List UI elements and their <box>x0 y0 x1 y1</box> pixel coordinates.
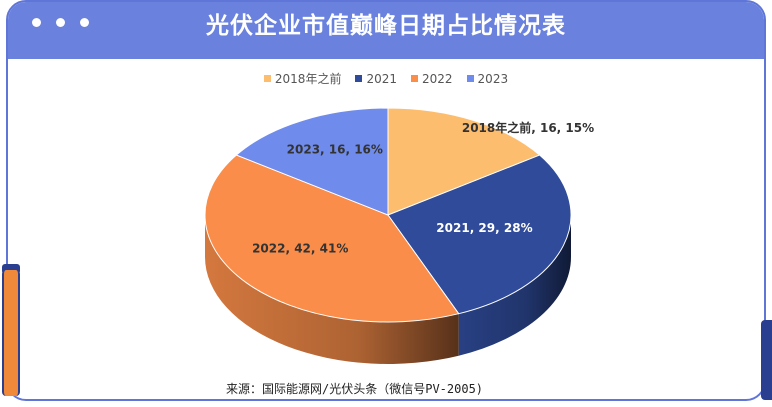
pie-slice-0 <box>387 107 541 216</box>
legend-swatch <box>355 75 363 82</box>
side-tab <box>761 320 772 400</box>
header-bar: 光伏企业市值巅峰日期占比情况表 <box>8 2 764 59</box>
header-dot-icon <box>32 18 41 27</box>
legend-label: 2021 <box>366 71 397 86</box>
chart-legend: 2018年之前 2021 2022 2023 <box>8 70 764 87</box>
source-note: 来源：国际能源网/光伏头条（微信号PV-2005) <box>226 382 484 396</box>
legend-label: 2022 <box>422 71 453 86</box>
pie-slice-1 <box>387 154 572 315</box>
legend-swatch <box>263 75 271 82</box>
legend-label: 2023 <box>477 71 509 86</box>
legend-item: 2021 <box>355 70 397 87</box>
legend-swatch <box>466 75 474 82</box>
pie-chart: 2018年之前, 16, 15% 2021, 29, 28% 2022, 42, 4… <box>204 107 594 364</box>
data-label: 2022, 42, 41% <box>252 241 348 255</box>
legend-item: 2022 <box>411 70 453 87</box>
data-label: 2021, 29, 28% <box>436 221 532 235</box>
card-frame: 光伏企业市值巅峰日期占比情况表 2018年之前 2021 2022 2023 2… <box>6 0 766 401</box>
pie-side-2 <box>205 215 459 364</box>
data-label: 2023, 16, 16% <box>287 143 383 157</box>
pencil-cap-icon <box>2 264 20 274</box>
data-label: 2018年之前, 16, 15% <box>462 120 594 135</box>
legend-label: 2018年之前 <box>274 72 342 86</box>
legend-item: 2018年之前 <box>263 70 342 87</box>
pie-slice-3 <box>235 107 389 216</box>
header-dot-icon <box>56 18 65 27</box>
legend-item: 2023 <box>466 70 509 87</box>
header-dot-icon <box>80 18 89 27</box>
pie-side-1 <box>458 215 571 356</box>
pencil-icon <box>2 270 20 396</box>
pie-slice-2 <box>204 154 460 323</box>
page-title: 光伏企业市值巅峰日期占比情况表 <box>206 13 566 39</box>
legend-swatch <box>411 75 418 82</box>
